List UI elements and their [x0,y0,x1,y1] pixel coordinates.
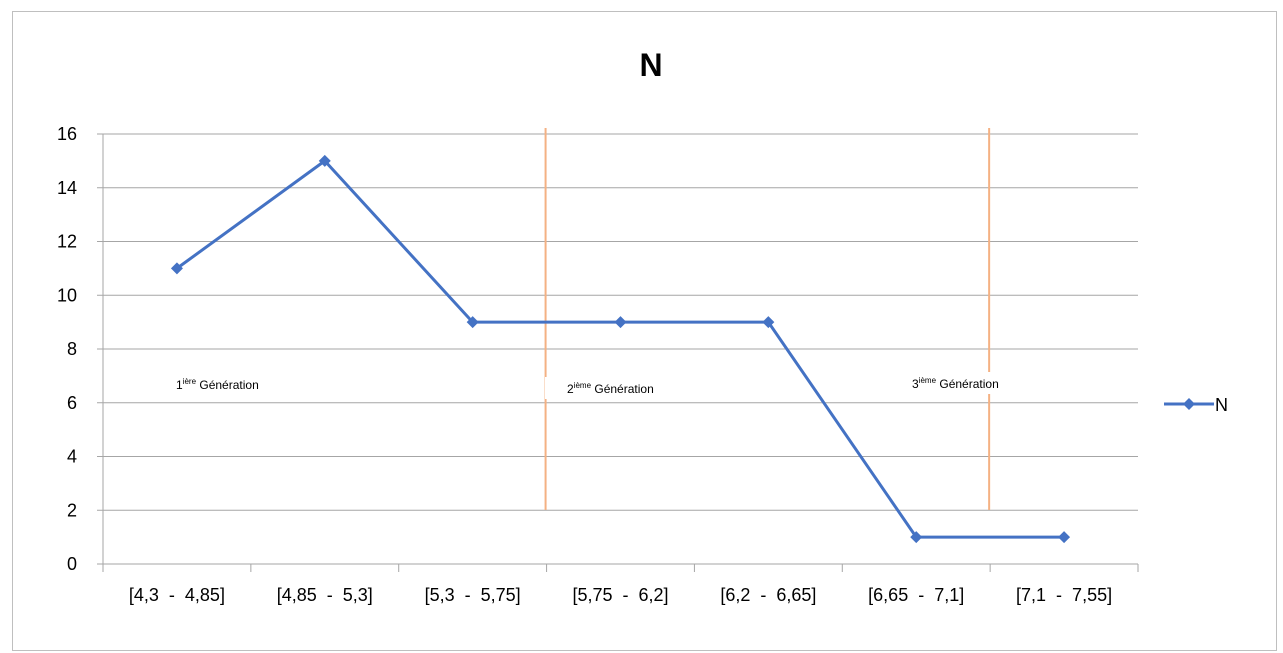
data-point-marker [318,154,331,167]
legend-marker [1183,398,1195,410]
x-tick-label: [6,2 - 6,65] [720,585,816,605]
data-point-marker [910,531,923,544]
annotation-box [154,373,310,395]
y-tick-label: 16 [57,124,77,144]
axes: 0 2 4 6 8 10 12 14 16 [4,3 - 4,85] [4,85 - 5,3] [5,… [57,124,1139,605]
data-point-marker [614,316,627,329]
x-tick-label: [6,65 - 7,1] [868,585,964,605]
y-tick-label: 2 [67,500,77,520]
generation-label: 1ière Génération [176,377,259,392]
data-point-marker [1058,531,1071,544]
y-tick-label: 10 [57,285,77,305]
chart-frame [12,11,1277,651]
x-tick-label: [4,3 - 4,85] [129,585,225,605]
x-tick-label: [4,85 - 5,3] [277,585,373,605]
y-tick-label: 12 [57,232,77,252]
y-tick-label: 8 [67,339,77,359]
annotation-box [545,377,701,399]
y-tick-label: 4 [67,447,77,467]
y-tick-label: 0 [67,554,77,574]
x-tick-label: [5,75 - 6,2] [572,585,668,605]
annotation-box [890,372,1046,394]
data-point-marker [170,262,183,275]
legend-label: N [1215,395,1228,415]
generation-separators [544,128,991,510]
data-point-marker [762,316,775,329]
generation-annotations: 1ière Génération 2ième Génération 3ième Gé… [154,372,1046,399]
generation-label: 3ième Génération [912,376,999,391]
y-tick-label: 6 [67,393,77,413]
x-tick-label: [5,3 - 5,75] [425,585,521,605]
y-tick-label: 14 [57,178,77,198]
generation-label: 2ième Génération [567,381,654,396]
grid-lines [103,133,1138,511]
legend: N [1164,395,1228,415]
series-layer [170,154,1071,544]
x-tick-label: [7,1 - 7,55] [1016,585,1112,605]
data-point-marker [466,316,479,329]
chart-title: N [639,47,662,83]
